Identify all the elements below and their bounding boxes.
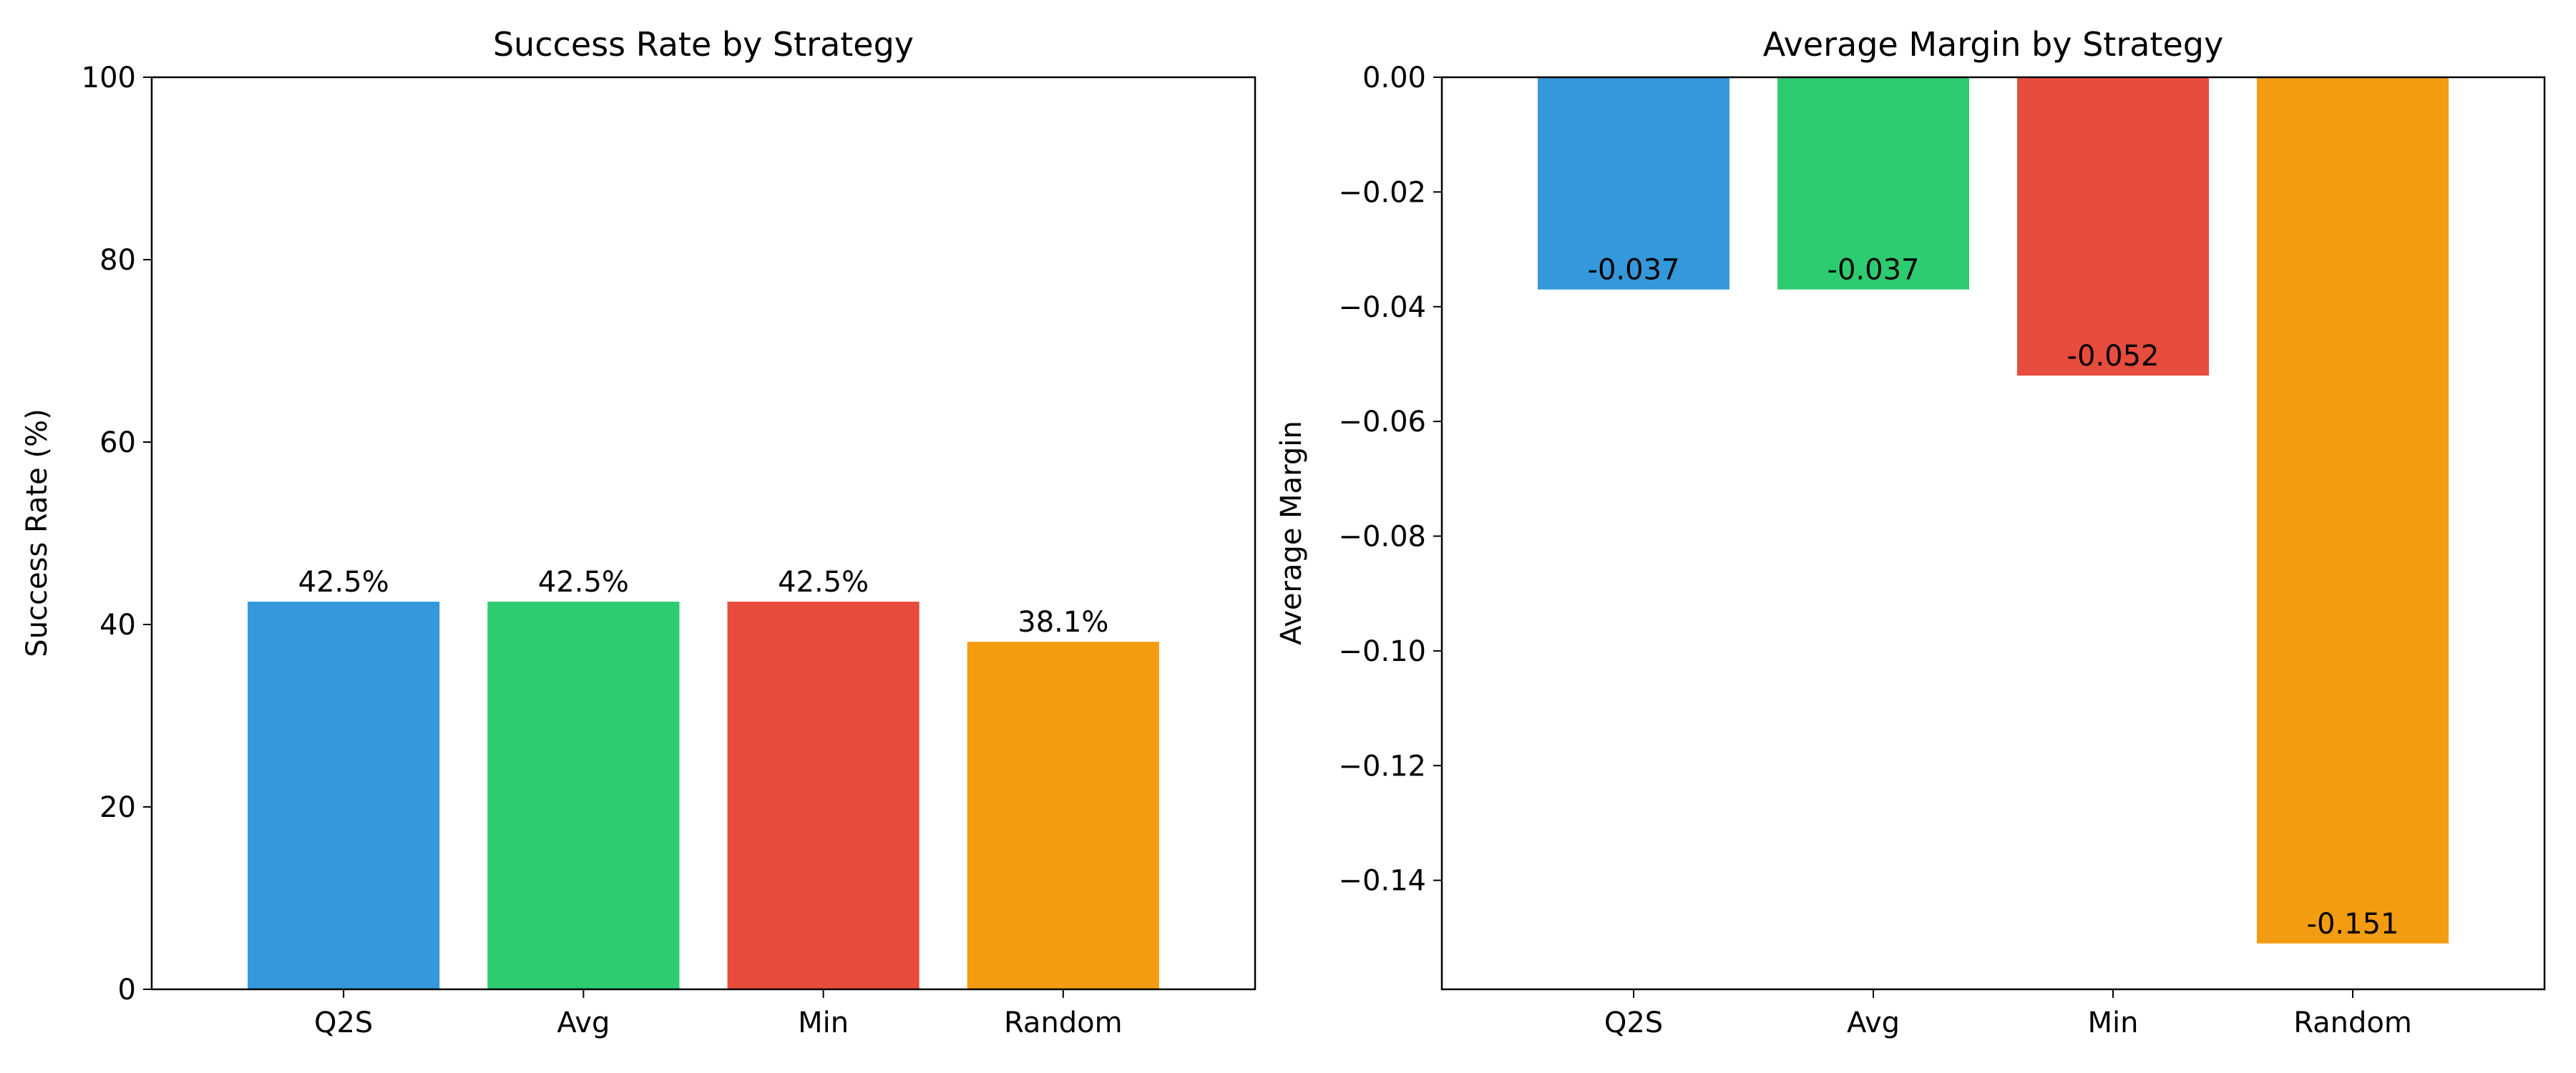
y-tick-label: 0.00	[1362, 62, 1426, 94]
y-tick-label: −0.14	[1338, 865, 1426, 898]
bar-min	[727, 602, 919, 989]
bar-avg	[487, 602, 680, 989]
y-tick-label: 80	[99, 244, 136, 277]
chart-title: Average Margin by Strategy	[1763, 25, 2223, 64]
y-axis-label: Success Rate (%)	[21, 408, 54, 657]
y-tick-label: 40	[99, 609, 136, 642]
y-tick-label: 60	[99, 426, 136, 459]
y-tick-label: −0.06	[1338, 406, 1426, 438]
y-tick-label: −0.08	[1338, 521, 1426, 554]
bar-q2s	[248, 602, 440, 989]
plot-frame	[150, 76, 1257, 991]
y-tick-label: 20	[99, 791, 136, 824]
bar-value-label: 42.5%	[298, 566, 389, 599]
bar-value-label: 38.1%	[1018, 606, 1108, 639]
bar-value-label: -0.052	[2067, 340, 2160, 373]
x-tick-label: Q2S	[1604, 1006, 1663, 1039]
bar-value-label: -0.037	[1588, 254, 1680, 287]
bar-value-label: 42.5%	[778, 566, 869, 599]
chart-marks: 42.5% Q2S 42.5% Avg 42.5% Min 38.1% Random 0 20 40…	[82, 62, 1257, 1039]
bar-random	[967, 642, 1159, 989]
x-tick-label: Random	[1004, 1006, 1123, 1039]
average-margin-chart: Average Margin by Strategy Average Margi…	[1275, 25, 2546, 1039]
plot-frame	[1440, 76, 2546, 991]
chart-marks: -0.037 Q2S -0.037 Avg -0.052 Min -0.151 Random 0…	[1338, 62, 2546, 1039]
x-tick-label: Random	[2293, 1006, 2412, 1039]
y-tick-label: −0.02	[1338, 176, 1426, 209]
success-rate-chart: Success Rate by Strategy Success Rate (%…	[21, 25, 1257, 1039]
x-tick-label: Min	[2088, 1006, 2139, 1039]
bar-min	[2017, 77, 2209, 376]
x-tick-label: Q2S	[314, 1006, 373, 1039]
y-tick-label: −0.10	[1338, 635, 1426, 668]
y-tick-label: −0.04	[1338, 291, 1426, 324]
x-tick-label: Avg	[557, 1006, 610, 1039]
bar-random	[2257, 77, 2449, 944]
y-tick-label: 100	[82, 62, 136, 94]
y-axis-label: Average Margin	[1275, 421, 1308, 645]
x-tick-label: Min	[798, 1006, 849, 1039]
bar-value-label: -0.037	[1828, 254, 1920, 287]
bar-q2s	[1538, 77, 1729, 290]
bar-value-label: -0.151	[2307, 908, 2399, 941]
x-tick-label: Avg	[1847, 1006, 1900, 1039]
chart-title: Success Rate by Strategy	[493, 25, 914, 64]
bar-value-label: 42.5%	[538, 566, 629, 599]
y-tick-label: −0.12	[1338, 750, 1426, 783]
y-tick-label: 0	[118, 974, 136, 1006]
bar-avg	[1777, 77, 1969, 290]
